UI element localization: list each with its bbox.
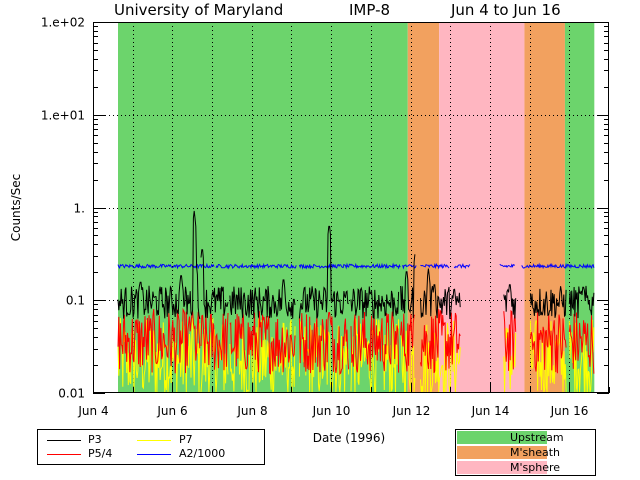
series-a2-1000 bbox=[117, 262, 595, 270]
legend-swatch-msphere bbox=[457, 461, 547, 474]
legend-label-upstream: Upstream bbox=[510, 431, 564, 444]
series-line-p5-4 bbox=[117, 307, 201, 374]
series-line-p3 bbox=[529, 286, 567, 318]
chart-title-institution: University of Maryland bbox=[114, 1, 284, 19]
x-tick-label: Jun 4 bbox=[77, 404, 108, 418]
legend-label-msphere: M'sphere bbox=[510, 461, 561, 474]
legend-swatch-upstream bbox=[457, 431, 547, 444]
legend-swatch-p54 bbox=[47, 454, 81, 455]
legend-label-p54: P5/4 bbox=[88, 447, 113, 460]
y-tick-label: 1.e+01 bbox=[41, 109, 85, 123]
chart-title-date-range: Jun 4 to Jun 16 bbox=[451, 1, 561, 19]
legend-label-msheath: M'sheath bbox=[510, 446, 561, 459]
series-line-p5-4 bbox=[229, 310, 296, 375]
series-line-p5-4 bbox=[503, 309, 517, 371]
legend-swatch-msheath bbox=[457, 446, 547, 459]
series-line-a2-1000 bbox=[453, 263, 471, 270]
series-line-p7 bbox=[229, 319, 296, 393]
series-line-p7 bbox=[298, 318, 350, 393]
legend-label-p7: P7 bbox=[179, 433, 193, 446]
legend-swatch-p7 bbox=[137, 440, 171, 441]
y-axis-label: Counts/Sec bbox=[9, 174, 23, 242]
y-tick-label: 1.e+02 bbox=[41, 16, 85, 30]
series-line-a2-1000 bbox=[420, 262, 450, 270]
series-line-p3 bbox=[400, 254, 416, 319]
series-line-p5-4 bbox=[529, 310, 567, 374]
series-line-a2-1000 bbox=[117, 262, 215, 270]
series-p3 bbox=[117, 210, 595, 320]
series-line-p3 bbox=[568, 285, 595, 319]
x-tick-label: Jun 14 bbox=[471, 404, 510, 418]
series-line-p3 bbox=[350, 286, 400, 320]
series-line-a2-1000 bbox=[521, 262, 595, 270]
series-line-a2-1000 bbox=[215, 262, 297, 270]
y-tick-label: 0.1 bbox=[66, 294, 85, 308]
x-tick-label: Jun 6 bbox=[156, 404, 187, 418]
x-tick-label: Jun 12 bbox=[392, 404, 431, 418]
y-tick-label: 1. bbox=[74, 202, 85, 216]
series-line-p3 bbox=[117, 210, 201, 320]
chart-title-spacecraft: IMP-8 bbox=[349, 1, 391, 19]
x-axis-label: Date (1996) bbox=[313, 431, 385, 445]
series-line-p5-4 bbox=[420, 309, 461, 374]
legend-label-p3: P3 bbox=[88, 433, 102, 446]
legend-swatch-p3 bbox=[47, 440, 81, 441]
series-line-p5-4 bbox=[350, 310, 400, 373]
series-line-p3 bbox=[298, 225, 349, 319]
series-line-p5-4 bbox=[298, 312, 350, 375]
plot-frame bbox=[93, 22, 609, 393]
series-line-p5-4 bbox=[400, 313, 415, 372]
series-line-p3 bbox=[229, 279, 296, 319]
x-tick-label: Jun 10 bbox=[312, 404, 351, 418]
x-tick-label: Jun 8 bbox=[236, 404, 267, 418]
series-line-p5-4 bbox=[200, 310, 229, 371]
series-line-p3 bbox=[503, 284, 517, 319]
series-line-p3 bbox=[200, 249, 229, 319]
series-legend: P3 P7 P5/4 A2/1000 bbox=[37, 429, 265, 465]
series-p5-4 bbox=[117, 307, 595, 375]
series-line-p3 bbox=[420, 268, 461, 320]
series-line-p5-4 bbox=[568, 312, 595, 374]
y-tick-label: 0.01 bbox=[58, 387, 85, 401]
region-legend: Upstream M'sheath M'sphere bbox=[455, 429, 596, 476]
axis-ticks bbox=[93, 22, 610, 394]
legend-label-a2: A2/1000 bbox=[179, 447, 226, 460]
legend-swatch-a2 bbox=[137, 454, 171, 455]
x-tick-label: Jun 16 bbox=[550, 404, 589, 418]
series-line-a2-1000 bbox=[499, 263, 515, 269]
series-line-a2-1000 bbox=[298, 262, 401, 270]
